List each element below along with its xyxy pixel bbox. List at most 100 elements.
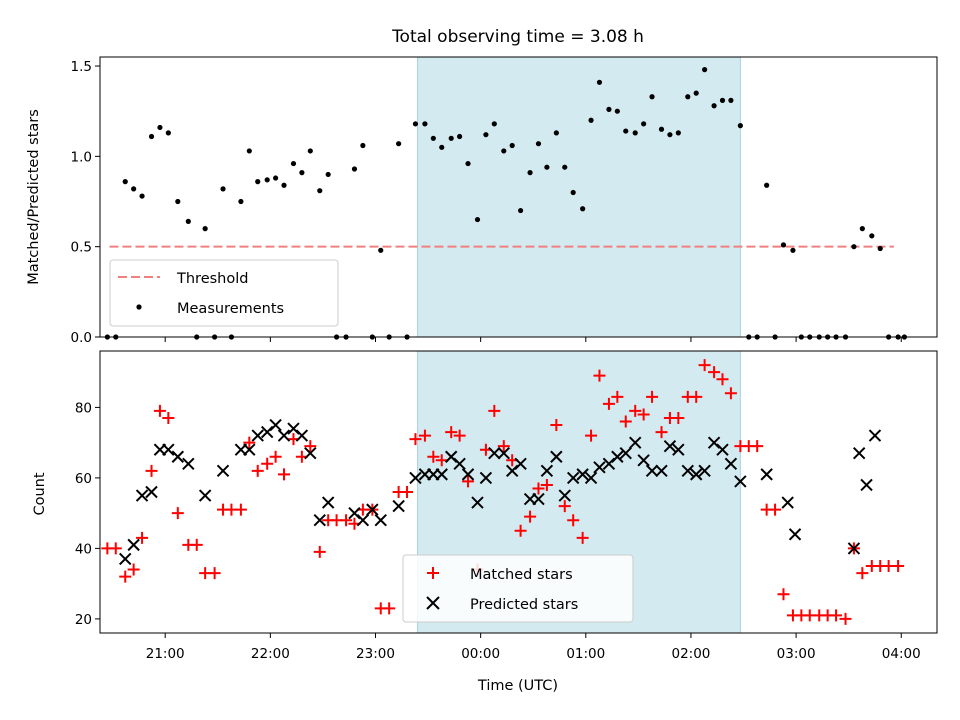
predicted-star-point	[243, 443, 256, 456]
matched-star-point	[488, 404, 501, 417]
matched-star-point	[672, 411, 685, 424]
matched-star-point	[724, 387, 737, 400]
predicted-star-point	[251, 429, 264, 442]
top-y-tick-label: 1.0	[71, 149, 92, 165]
bottom-legend: Matched stars Predicted stars	[402, 554, 634, 623]
predicted-star-point	[593, 461, 606, 474]
matched-star-point	[145, 464, 158, 477]
predicted-star-point	[119, 552, 132, 566]
predicted-star-point	[734, 475, 747, 488]
predicted-star-point	[860, 478, 873, 492]
measurement-point	[535, 141, 542, 147]
measurement-point	[675, 130, 681, 136]
measurement-point	[202, 226, 208, 232]
legend-threshold-label: Threshold	[176, 271, 248, 287]
measurement-point	[667, 132, 673, 138]
measurement-point	[139, 193, 145, 199]
matched-star-point	[278, 468, 291, 481]
top-y-tick-label: 0.5	[71, 240, 92, 256]
matched-star-point	[892, 560, 905, 573]
matched-star-point	[251, 464, 264, 477]
bottom-y-tick-label: 60	[75, 471, 92, 487]
matched-star-point	[136, 531, 149, 544]
matched-star-point	[453, 429, 466, 442]
predicted-star-point	[409, 471, 422, 485]
predicted-star-point	[550, 450, 563, 463]
matched-star-point	[418, 429, 431, 442]
measurement-point	[491, 121, 497, 127]
predicted-star-point	[366, 503, 379, 516]
matched-star-point	[619, 415, 632, 428]
measurement-point	[131, 186, 137, 192]
predicted-star-point	[435, 468, 448, 481]
measurement-point	[596, 79, 603, 85]
matched-star-point	[261, 457, 274, 470]
bottom-y-axis-label: Count	[32, 472, 48, 515]
matched-star-point	[445, 426, 458, 439]
matched-star-point	[401, 486, 414, 498]
predicted-star-point	[868, 429, 882, 442]
predicted-star-point	[356, 513, 370, 527]
measurement-point	[570, 189, 576, 196]
top-y-tick-label: 0.0	[71, 330, 92, 346]
predicted-star-point	[637, 454, 650, 467]
predicted-star-point	[313, 513, 326, 527]
measurement-point	[448, 135, 454, 141]
predicted-star-point	[304, 447, 317, 460]
measurement-point	[614, 108, 620, 114]
predicted-star-point	[716, 443, 729, 456]
bottom-y-tick-label: 20	[75, 612, 92, 628]
predicted-star-point	[584, 471, 598, 485]
matched-star-point	[690, 390, 703, 403]
measurement-point	[325, 171, 331, 178]
predicted-star-point	[681, 464, 695, 478]
matched-star-point	[119, 570, 132, 583]
matched-star-point	[558, 500, 571, 513]
matched-star-point	[769, 503, 782, 516]
matched-star-point	[602, 397, 615, 410]
legend-matched-label: Matched stars	[470, 567, 573, 583]
measurement-point	[641, 121, 647, 127]
measurement-point	[299, 170, 305, 176]
measurement-point	[474, 216, 481, 223]
matched-star-point	[127, 563, 140, 576]
matched-star-point	[427, 450, 440, 463]
measurement-point	[562, 164, 568, 170]
matched-star-point	[856, 567, 869, 580]
measurement-point	[422, 121, 428, 127]
predicted-star-point	[269, 418, 282, 432]
matched-star-point	[409, 433, 422, 446]
measurement-point	[859, 226, 865, 232]
matched-star-point	[708, 366, 721, 379]
matched-star-point	[550, 419, 563, 432]
top-y-ticks: 0.0 0.5 1.0 1.5	[71, 59, 100, 346]
predicted-star-point	[655, 464, 668, 478]
matched-star-point	[585, 429, 598, 442]
measurement-point	[255, 179, 261, 185]
x-tick-label: 22:00	[251, 646, 290, 662]
matched-star-point	[576, 531, 589, 544]
measurement-point	[518, 207, 524, 214]
top-panel: 0.0 0.5 1.0 1.5 Total observing time = 3.08…	[26, 27, 938, 346]
measurement-point	[685, 94, 691, 100]
x-axis-label: Time (UTC)	[477, 678, 558, 694]
predicted-star-point	[540, 464, 554, 478]
measurement-point	[238, 198, 244, 205]
measurement-point	[396, 141, 402, 147]
top-y-axis-label: Matched/Predicted stars	[26, 109, 42, 285]
chart-title: Total observing time = 3.08 h	[391, 27, 644, 47]
predicted-star-point	[471, 496, 484, 509]
matched-star-point	[698, 359, 711, 372]
matched-star-point	[269, 450, 282, 463]
predicted-star-point	[852, 447, 866, 460]
predicted-star-point	[453, 457, 466, 471]
measurement-point	[307, 148, 313, 154]
matched-star-point	[313, 545, 326, 558]
x-tick-label: 02:00	[671, 646, 710, 662]
bottom-plot-frame	[99, 350, 938, 634]
measurement-point	[175, 198, 181, 205]
predicted-star-point	[479, 471, 493, 485]
matched-star-point	[109, 542, 122, 555]
predicted-star-point	[724, 457, 738, 471]
predicted-star-point	[781, 496, 794, 509]
